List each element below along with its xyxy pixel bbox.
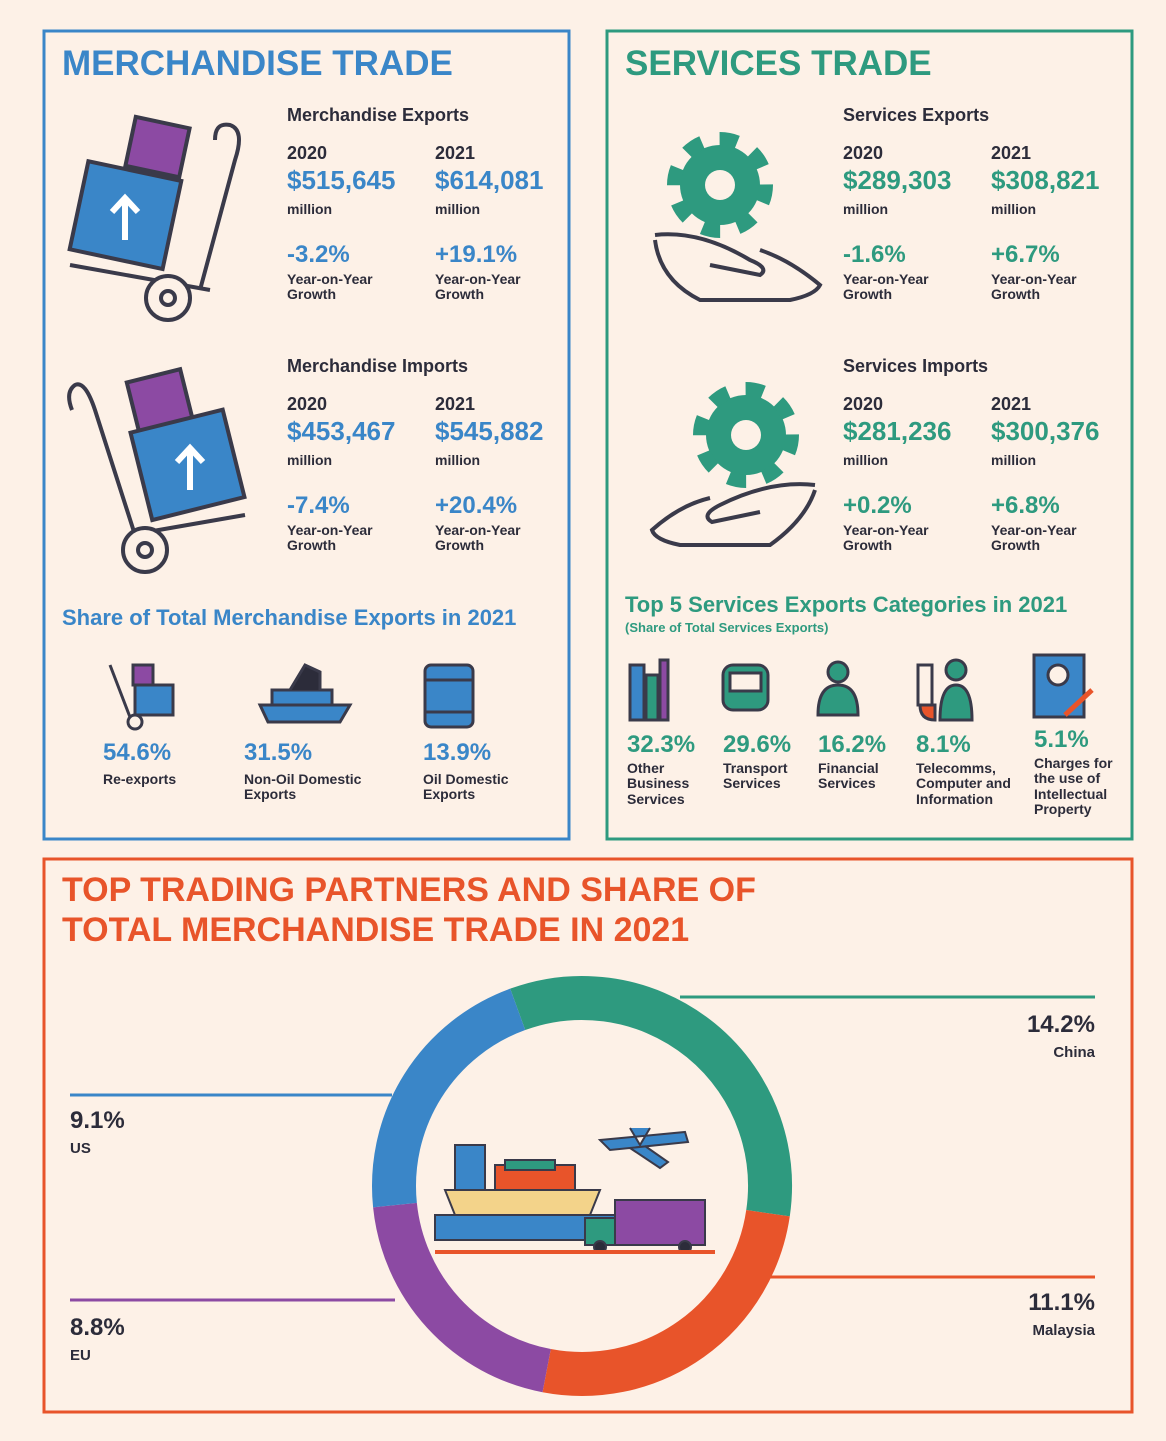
growth: -7.4%: [287, 493, 350, 519]
unit: million: [287, 202, 332, 217]
unit: million: [843, 202, 888, 217]
category-value: 29.6%: [723, 732, 791, 758]
growth: -1.6%: [843, 242, 906, 268]
partner-name: Malaysia: [1032, 1323, 1095, 1340]
trade-value: $289,303: [843, 166, 951, 195]
year: 2021: [435, 144, 475, 164]
infographic: MERCHANDISE TRADE Merchandise Exports 2020…: [0, 0, 1166, 1441]
category-value: 16.2%: [818, 732, 886, 758]
transport-illustration: [435, 1128, 715, 1253]
growth: +6.8%: [991, 493, 1060, 519]
category-label: Charges for the use of Intellectual Prop…: [1034, 756, 1119, 818]
unit: million: [991, 202, 1036, 217]
year: 2021: [435, 395, 475, 415]
share-label: Oil Domestic Exports: [423, 772, 553, 803]
category-label: Transport Services: [723, 761, 813, 792]
panel-title: MERCHANDISE TRADE: [62, 45, 453, 84]
partner-share: 8.8%: [70, 1315, 125, 1341]
growth: -3.2%: [287, 242, 350, 268]
top5-icons: [630, 655, 1092, 720]
category-label: Other Business Services: [627, 761, 717, 807]
section-title: Top 5 Services Exports Categories in 202…: [625, 593, 1067, 617]
unit: million: [843, 453, 888, 468]
block-heading: Merchandise Imports: [287, 357, 468, 377]
unit: million: [435, 453, 480, 468]
import-trolley-icon: [69, 369, 245, 572]
growth-label: Year-on-Year Growth: [287, 272, 387, 303]
partner-name: US: [70, 1141, 91, 1158]
partner-name: China: [1053, 1045, 1095, 1062]
trade-value: $515,645: [287, 166, 395, 195]
year: 2020: [843, 395, 883, 415]
block-heading: Services Imports: [843, 357, 988, 377]
share-icons: [110, 665, 473, 729]
block-heading: Services Exports: [843, 106, 989, 126]
year: 2021: [991, 395, 1031, 415]
year: 2020: [287, 395, 327, 415]
share-label: Re-exports: [103, 772, 233, 787]
share-value: 13.9%: [423, 740, 491, 766]
year: 2020: [843, 144, 883, 164]
trade-value: $308,821: [991, 166, 1099, 195]
trade-value: $614,081: [435, 166, 543, 195]
growth-label: Year-on-Year Growth: [843, 523, 943, 554]
category-value: 5.1%: [1034, 727, 1089, 753]
block-heading: Merchandise Exports: [287, 106, 469, 126]
section-title: Share of Total Merchandise Exports in 20…: [62, 606, 516, 630]
unit: million: [435, 202, 480, 217]
services-export-icon: [655, 139, 820, 300]
services-import-icon: [652, 389, 815, 545]
donut: [70, 997, 1095, 1374]
category-value: 8.1%: [916, 732, 971, 758]
growth-label: Year-on-Year Growth: [991, 523, 1091, 554]
year: 2020: [287, 144, 327, 164]
category-label: Telecomms, Computer and Information: [916, 761, 1021, 807]
chart-title: TOTAL MERCHANDISE TRADE IN 2021: [62, 912, 689, 949]
growth-label: Year-on-Year Growth: [287, 523, 387, 554]
share-value: 54.6%: [103, 740, 171, 766]
category-label: Financial Services: [818, 761, 908, 792]
growth-label: Year-on-Year Growth: [991, 272, 1091, 303]
growth: +6.7%: [991, 242, 1060, 268]
section-subtitle: (Share of Total Services Exports): [625, 621, 829, 635]
partner-name: EU: [70, 1348, 91, 1365]
partner-share: 11.1%: [1028, 1290, 1095, 1316]
unit: million: [287, 453, 332, 468]
growth-label: Year-on-Year Growth: [843, 272, 943, 303]
growth-label: Year-on-Year Growth: [435, 523, 535, 554]
unit: million: [991, 453, 1036, 468]
partner-share: 9.1%: [70, 1108, 125, 1134]
partner-share: 14.2%: [1027, 1012, 1095, 1038]
share-value: 31.5%: [244, 740, 312, 766]
growth: +0.2%: [843, 493, 912, 519]
trade-value: $545,882: [435, 417, 543, 446]
trade-value: $300,376: [991, 417, 1099, 446]
panel-title: SERVICES TRADE: [625, 45, 932, 84]
growth: +19.1%: [435, 242, 517, 268]
growth-label: Year-on-Year Growth: [435, 272, 535, 303]
trade-value: $453,467: [287, 417, 395, 446]
category-value: 32.3%: [627, 732, 695, 758]
export-trolley-icon: [70, 117, 239, 320]
share-label: Non-Oil Domestic Exports: [244, 772, 374, 803]
chart-title: TOP TRADING PARTNERS AND SHARE OF: [62, 872, 756, 909]
trade-value: $281,236: [843, 417, 951, 446]
growth: +20.4%: [435, 493, 517, 519]
year: 2021: [991, 144, 1031, 164]
